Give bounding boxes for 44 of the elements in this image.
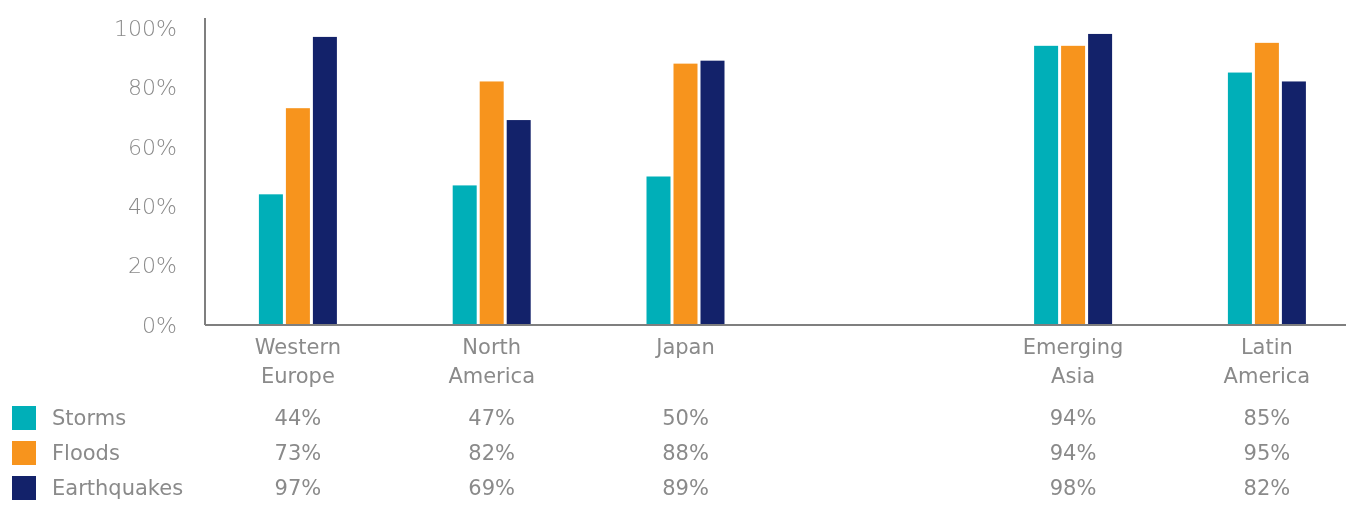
x-tick-label: Emerging Asia (1022, 335, 1124, 388)
data-label: 47% (468, 406, 516, 431)
data-label: 44% (274, 406, 322, 431)
x-tick-label: North America (448, 335, 536, 388)
data-label: 73% (274, 441, 322, 466)
legend-label: Earthquakes (52, 476, 184, 501)
bar (285, 108, 310, 325)
data-label: 89% (662, 476, 709, 501)
data-label: 85% (1243, 406, 1291, 431)
bar (1227, 72, 1252, 325)
bar (1034, 45, 1059, 325)
bar (1061, 45, 1086, 325)
data-label: 94% (1049, 406, 1097, 431)
bar (506, 120, 531, 325)
bar (1254, 42, 1279, 325)
bar (1281, 81, 1306, 325)
bar (646, 176, 671, 325)
bar (258, 194, 283, 325)
y-tick-label: 40% (128, 193, 177, 219)
data-label: 82% (1243, 476, 1291, 501)
bar (479, 81, 504, 325)
data-label: 97% (274, 476, 322, 501)
y-tick-label: 60% (128, 134, 177, 160)
x-tick-label: Western Europe (254, 335, 341, 388)
bar (700, 60, 725, 325)
bar (312, 36, 337, 325)
y-tick-label: 80% (128, 75, 177, 101)
bar (673, 63, 698, 325)
y-tick-label: 100% (114, 15, 177, 41)
data-label: 50% (662, 406, 709, 431)
data-label: 82% (468, 441, 516, 466)
bar (452, 185, 477, 325)
x-tick-label: Japan (654, 335, 715, 359)
data-label: 69% (468, 476, 516, 501)
x-tick-label: Latin America (1223, 335, 1311, 388)
data-label: 95% (1243, 441, 1291, 466)
legend-label: Floods (52, 441, 120, 466)
y-tick-label: 0% (142, 312, 177, 338)
data-label: 94% (1049, 441, 1097, 466)
data-label: 88% (662, 441, 709, 466)
y-tick-label: 20% (128, 253, 177, 279)
data-label: 98% (1049, 476, 1097, 501)
legend-label: Storms (52, 406, 127, 431)
bar (1088, 33, 1113, 325)
